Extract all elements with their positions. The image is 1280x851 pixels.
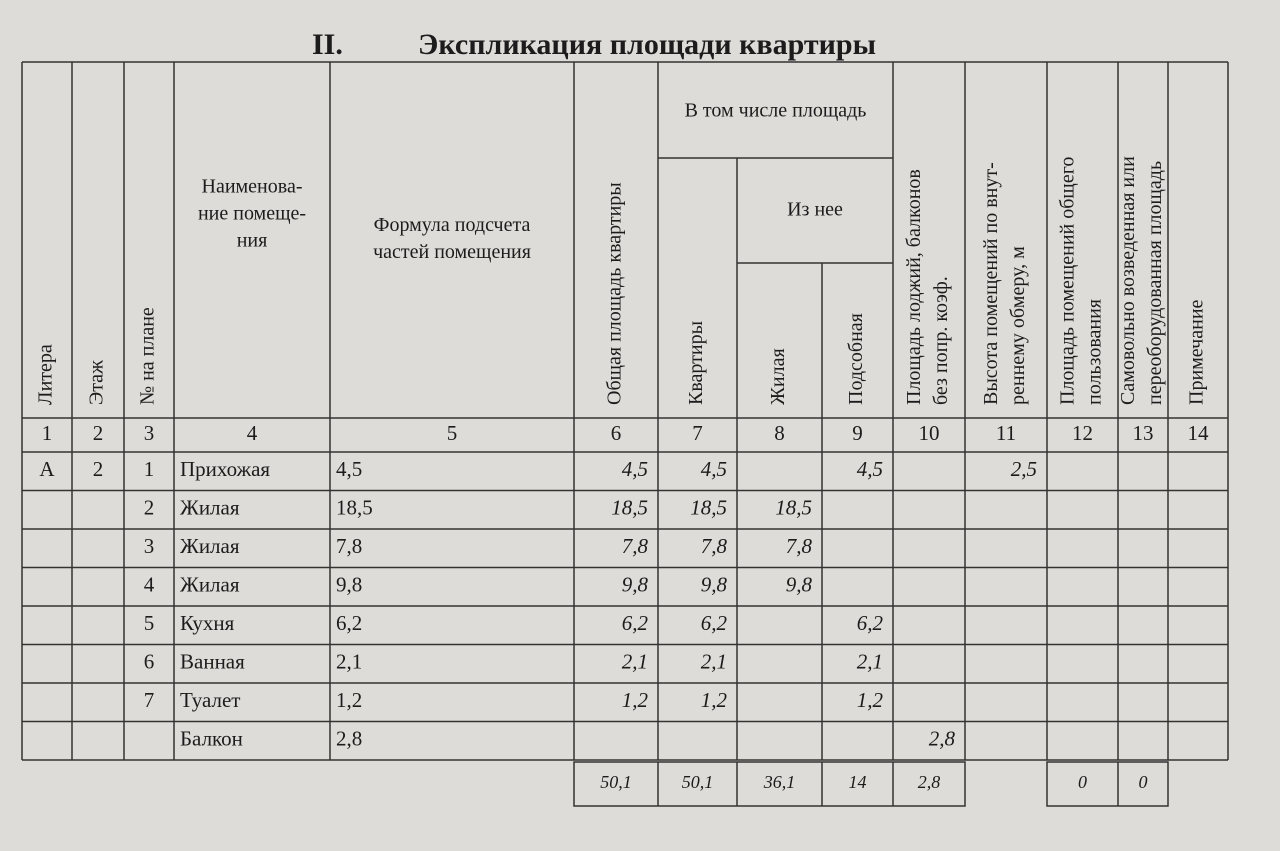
totals-box (573, 761, 966, 807)
table-cell: Прихожая (180, 457, 270, 481)
column-number: 12 (1072, 421, 1093, 445)
column-number: 4 (247, 421, 258, 445)
table-cell: 18,5 (775, 496, 812, 520)
table-cell: 9,8 (701, 573, 728, 597)
table-cell: 9,8 (622, 573, 649, 597)
column-header: Самовольно возведенная или (1117, 156, 1139, 405)
totals-cell: 0 (1139, 772, 1148, 792)
column-header: без попр. коэф. (930, 276, 952, 405)
column-header: № на плане (137, 307, 159, 405)
table-cell: А (39, 457, 55, 481)
table-cell: 2,1 (336, 650, 362, 674)
group-header: В том числе площадь (685, 100, 867, 122)
column-header: Наименова- (202, 176, 303, 198)
column-number: 8 (774, 421, 785, 445)
table-cell: 2 (93, 457, 104, 481)
table-cell: 9,8 (786, 573, 813, 597)
column-number: 14 (1188, 421, 1210, 445)
column-header: Площадь помещений общего (1057, 157, 1079, 405)
column-header: Литера (35, 344, 57, 405)
table-cell: Туалет (180, 688, 241, 712)
table-cell: 5 (144, 611, 155, 635)
column-header: Жилая (767, 348, 789, 405)
table-cell: 4,5 (622, 457, 648, 481)
table-cell: 6,2 (336, 611, 362, 635)
table-cell: 2,1 (622, 650, 648, 674)
table-cell: 1,2 (857, 688, 884, 712)
table-cell: 2,1 (701, 650, 727, 674)
totals-cell: 36,1 (763, 772, 796, 792)
column-header: переоборудованная площадь (1144, 161, 1166, 405)
column-header: реннему обмеру, м (1007, 246, 1029, 405)
table-cell: 1,2 (622, 688, 649, 712)
totals-cell: 14 (849, 772, 867, 792)
table-cell: 4,5 (336, 457, 362, 481)
table-cell: 7,8 (786, 534, 813, 558)
table-cell: 7,8 (336, 534, 362, 558)
title: Экспликация площади квартиры (418, 28, 876, 61)
column-number: 13 (1133, 421, 1154, 445)
totals-cell: 50,1 (682, 772, 714, 792)
column-header: Примечание (1186, 299, 1208, 405)
column-header: пользования (1084, 299, 1106, 405)
table-cell: 6 (144, 650, 155, 674)
column-header: Высота помещений по внут- (980, 162, 1002, 405)
table-cell: 1,2 (701, 688, 728, 712)
table-cell: Ванная (180, 650, 245, 674)
title-number: II. (312, 28, 343, 61)
table-cell: 18,5 (690, 496, 727, 520)
column-header: частей помещения (373, 241, 531, 263)
table-cell: 2 (144, 496, 155, 520)
table-cell: 18,5 (611, 496, 648, 520)
table-cell: 2,1 (857, 650, 883, 674)
column-number: 5 (447, 421, 458, 445)
column-header: Общая площадь квартиры (604, 182, 626, 405)
table-cell: Кухня (180, 611, 235, 635)
column-header: Формула подсчета (374, 214, 531, 236)
column-number: 7 (692, 421, 703, 445)
column-header: Этаж (86, 360, 108, 405)
column-header: ния (237, 230, 268, 252)
table-cell: 1 (144, 457, 155, 481)
column-header: Подсобная (845, 313, 867, 405)
table-cell: 6,2 (622, 611, 649, 635)
totals-cell: 0 (1078, 772, 1087, 792)
table-cell: Жилая (180, 496, 240, 520)
totals-cell: 50,1 (600, 772, 632, 792)
column-number: 10 (919, 421, 940, 445)
table-cell: 9,8 (336, 573, 362, 597)
table-cell: 6,2 (857, 611, 884, 635)
column-number: 9 (852, 421, 863, 445)
table-cell: 4 (144, 573, 155, 597)
table-cell: 6,2 (701, 611, 728, 635)
table-cell: 4,5 (701, 457, 727, 481)
table-cell: 7,8 (701, 534, 728, 558)
column-header: Квартиры (685, 321, 707, 405)
column-number: 1 (42, 421, 53, 445)
table-cell: 2,8 (929, 727, 956, 751)
totals-cell: 2,8 (918, 772, 941, 792)
column-number: 2 (93, 421, 104, 445)
table-cell: 7,8 (622, 534, 649, 558)
table-cell: 2,5 (1011, 457, 1037, 481)
table-cell: 3 (144, 534, 155, 558)
subgroup-header: Из нее (787, 199, 843, 221)
table-cell: 18,5 (336, 496, 373, 520)
table-cell: Балкон (180, 727, 243, 751)
table-cell: 1,2 (336, 688, 362, 712)
totals-box (1046, 761, 1169, 807)
table-cell: 4,5 (857, 457, 883, 481)
table-cell: Жилая (180, 573, 240, 597)
column-header: ние помеще- (198, 203, 306, 225)
column-header: Площадь лоджий, балконов (903, 169, 925, 405)
table-cell: 2,8 (336, 727, 362, 751)
table-cell: Жилая (180, 534, 240, 558)
column-number: 3 (144, 421, 155, 445)
column-number: 11 (996, 421, 1016, 445)
column-number: 6 (611, 421, 622, 445)
table-cell: 7 (144, 688, 155, 712)
